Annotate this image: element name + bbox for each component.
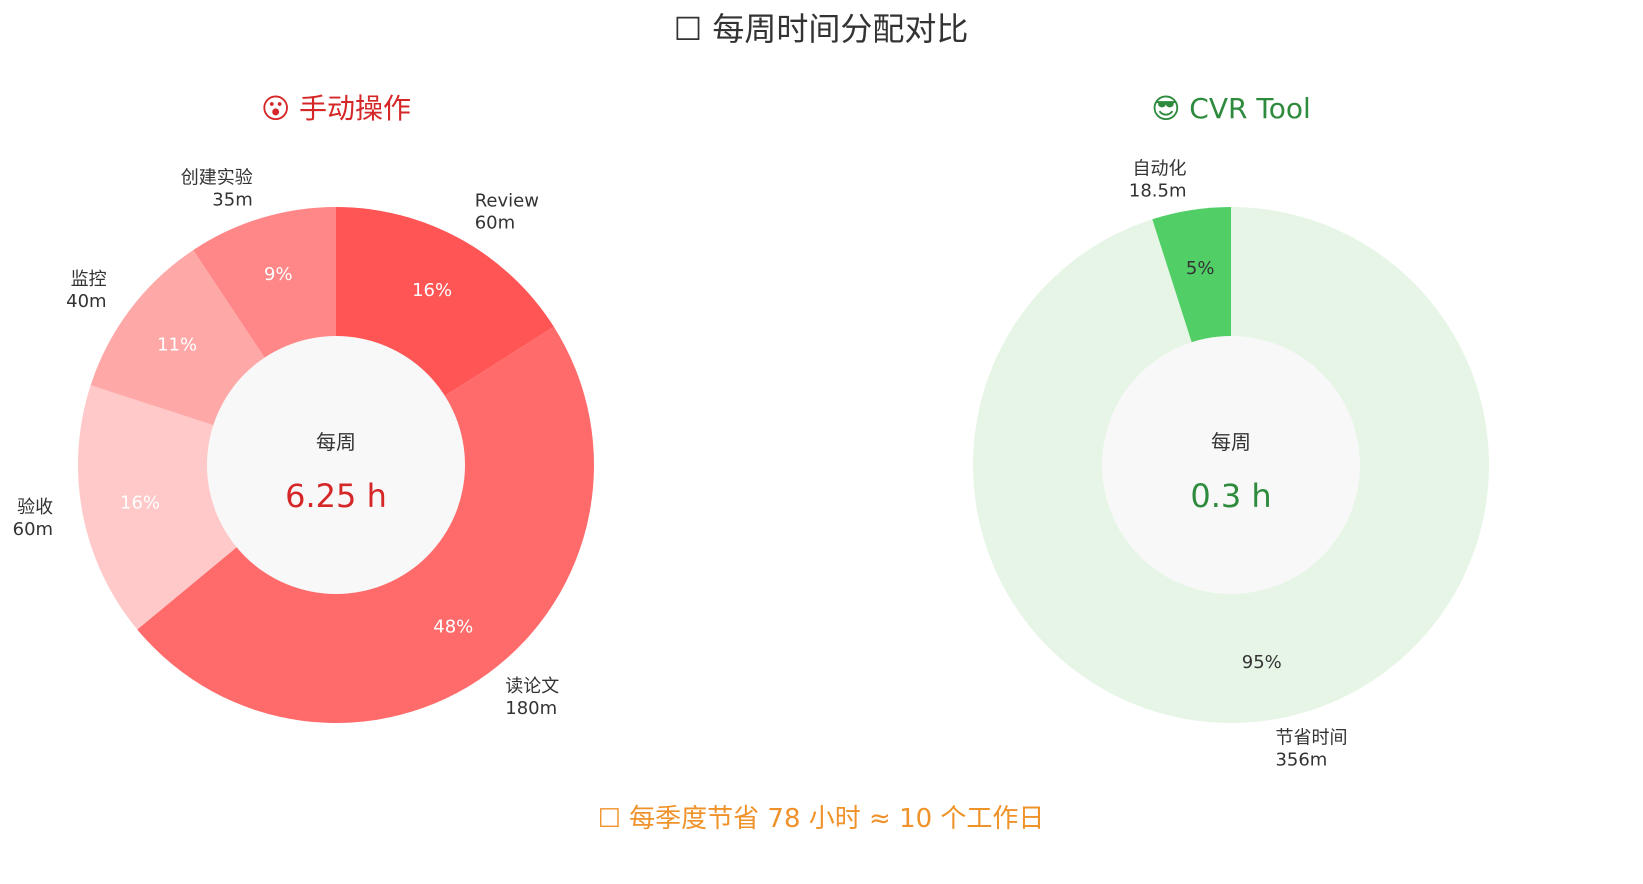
manual-center-circle bbox=[207, 336, 465, 594]
tool-slice-pct-1: 5% bbox=[1186, 258, 1215, 279]
manual-pie: 😮 手动操作16%Review60m48%读论文180m16%验收60m11%监… bbox=[13, 92, 594, 723]
tool-slice-amount-1: 18.5m bbox=[1129, 180, 1187, 201]
manual-slice-amount-3: 40m bbox=[66, 291, 106, 312]
chart-title: ☐ 每周时间分配对比 bbox=[674, 10, 969, 48]
manual-slice-label-4: 创建实验 bbox=[181, 167, 253, 188]
manual-slice-label-1: 读论文 bbox=[505, 676, 559, 697]
manual-pie-title: 😮 手动操作 bbox=[261, 92, 411, 125]
manual-center-caption: 每周 bbox=[316, 430, 356, 454]
tool-slice-amount-0: 356m bbox=[1275, 750, 1327, 771]
manual-slice-pct-0: 16% bbox=[412, 280, 452, 301]
manual-slice-amount-4: 35m bbox=[212, 189, 252, 210]
manual-slice-pct-3: 11% bbox=[157, 334, 197, 355]
manual-slice-label-2: 验收 bbox=[17, 497, 53, 518]
manual-center-value: 6.25 h bbox=[285, 477, 387, 515]
tool-slice-label-0: 节省时间 bbox=[1275, 728, 1347, 749]
manual-slice-label-0: Review bbox=[475, 191, 539, 212]
savings-footer: ☐ 每季度节省 78 小时 ≈ 10 个工作日 bbox=[598, 804, 1045, 834]
tool-slice-label-1: 自动化 bbox=[1133, 158, 1187, 179]
manual-slice-amount-0: 60m bbox=[475, 213, 515, 234]
tool-pie-title: 😎 CVR Tool bbox=[1151, 92, 1311, 125]
manual-slice-amount-1: 180m bbox=[505, 698, 557, 719]
manual-slice-pct-1: 48% bbox=[433, 616, 473, 637]
tool-slice-pct-0: 95% bbox=[1242, 652, 1282, 673]
tool-center-caption: 每周 bbox=[1211, 430, 1251, 454]
manual-slice-pct-2: 16% bbox=[120, 492, 160, 513]
manual-slice-label-3: 监控 bbox=[71, 269, 107, 290]
manual-slice-amount-2: 60m bbox=[13, 519, 53, 540]
manual-slice-pct-4: 9% bbox=[264, 264, 293, 285]
tool-center-value: 0.3 h bbox=[1190, 477, 1271, 515]
tool-center-circle bbox=[1102, 336, 1360, 594]
